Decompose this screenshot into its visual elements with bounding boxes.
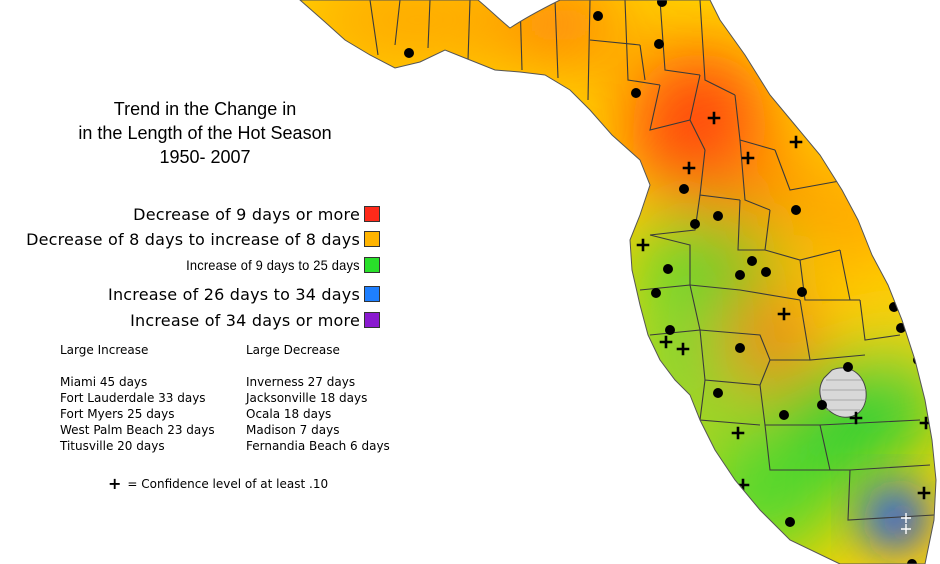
legend-swatch-purple [364, 312, 380, 328]
map-title: Trend in the Change in in the Length of … [30, 97, 380, 169]
confidence-note: + = Confidence level of at least .10 [108, 474, 328, 493]
list-item: Titusville 20 days [60, 439, 165, 453]
legend-label: Decrease of 9 days or more [133, 204, 360, 224]
legend-swatch-green [364, 257, 380, 273]
legend-label: Decrease of 8 days to increase of 8 days [26, 229, 360, 249]
legend-label: Increase of 9 days to 25 days [186, 257, 360, 273]
legend-label: Increase of 34 days or more [130, 310, 360, 330]
legend-item-increase-34-plus: Increase of 34 days or more [130, 310, 380, 330]
plus-icon: + [108, 474, 122, 493]
title-line-1: Trend in the Change in [113, 99, 297, 119]
list-item: Madison 7 days [246, 423, 340, 437]
large-increase-heading: Large Increase [60, 343, 149, 357]
large-decrease-heading: Large Decrease [246, 343, 340, 357]
title-line-3: 1950- 2007 [159, 147, 251, 167]
confidence-note-text: = Confidence level of at least .10 [127, 476, 329, 491]
list-item: West Palm Beach 23 days [60, 423, 215, 437]
list-item: Miami 45 days [60, 375, 148, 389]
legend-label: Increase of 26 days to 34 days [108, 284, 360, 304]
legend-item-decrease-8-to-increase-8: Decrease of 8 days to increase of 8 days [26, 229, 380, 249]
list-item: Fort Lauderdale 33 days [60, 391, 206, 405]
list-item: Ocala 18 days [246, 407, 332, 421]
list-item: Jacksonville 18 days [246, 391, 368, 405]
legend-swatch-blue [364, 286, 380, 302]
legend-item-increase-26-to-34: Increase of 26 days to 34 days [108, 284, 380, 304]
list-item: Inverness 27 days [246, 375, 356, 389]
large-increase-list: Miami 45 days Fort Lauderdale 33 days Fo… [60, 374, 215, 454]
large-decrease-list: Inverness 27 days Jacksonville 18 days O… [246, 374, 390, 454]
legend-swatch-orange [364, 231, 380, 247]
legend-item-increase-9-to-25: Increase of 9 days to 25 days [171, 255, 380, 275]
legend-item-decrease-9: Decrease of 9 days or more [133, 204, 380, 224]
list-item: Fort Myers 25 days [60, 407, 175, 421]
title-line-2: in the Length of the Hot Season [78, 123, 332, 143]
legend-swatch-red [364, 206, 380, 222]
list-item: Fernandia Beach 6 days [246, 439, 390, 453]
